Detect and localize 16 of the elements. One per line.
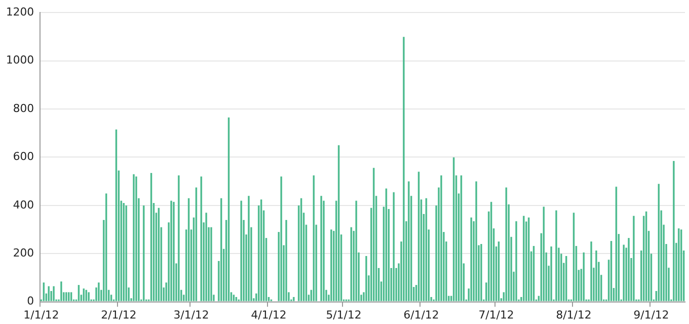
- y-tick-label: 1000: [6, 54, 34, 67]
- y-tick-label: 1200: [6, 5, 34, 18]
- x-tick-label: 1/1/12: [24, 308, 59, 322]
- x-tick-label: 8/1/12: [556, 308, 592, 322]
- x-tick-label: 6/1/12: [404, 308, 439, 322]
- x-tick-label: 2/1/12: [101, 308, 136, 322]
- x-tick-label: 9/1/12: [634, 308, 669, 322]
- y-tick-label: 800: [12, 102, 34, 115]
- y-tick-label: 200: [12, 246, 34, 260]
- x-tick-label: 4/1/12: [251, 308, 286, 322]
- y-tick-label: 400: [12, 198, 34, 212]
- x-tick-label: 7/1/12: [478, 308, 514, 322]
- x-tick-label: 3/1/12: [174, 308, 209, 322]
- y-tick-label: 600: [12, 150, 34, 164]
- y-tick-label: 0: [26, 294, 34, 308]
- x-tick-label: 5/1/12: [326, 308, 362, 322]
